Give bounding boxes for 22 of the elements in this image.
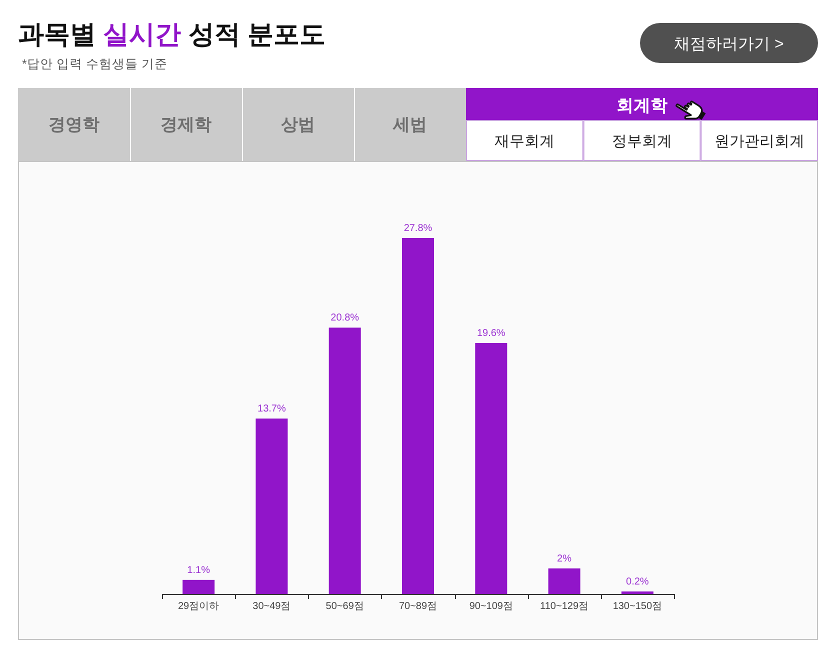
- x-tick-label: 110~129점: [540, 601, 589, 612]
- tab: 경제학: [130, 88, 242, 162]
- chart-title: 과목별 실시간 성적 분포도: [18, 19, 326, 49]
- data-label: 19.6%: [476, 328, 506, 340]
- tab: 상법: [242, 88, 354, 162]
- data-label: 13.7%: [258, 404, 286, 415]
- tab: 세법: [354, 88, 466, 162]
- x-tick-label: 50~69점: [326, 601, 364, 612]
- tab: 경영학: [18, 88, 130, 161]
- button: 채점하러가기 >: [640, 23, 818, 63]
- data-label: 1.1%: [187, 564, 210, 576]
- x-tick-label: 70~89점: [398, 601, 438, 612]
- x-tick-label: 90~109점: [469, 601, 513, 612]
- x-tick-label: 29점이하: [178, 601, 220, 612]
- data-label: 27.8%: [404, 223, 432, 234]
- tab: 회계학: [466, 88, 818, 120]
- data-label: 20.8%: [330, 312, 360, 324]
- x-tick-label: 130~150점: [612, 601, 662, 612]
- chart-subtitle: *답안 입력 수험생들 기준: [22, 57, 168, 71]
- data-label: 0.2%: [626, 576, 649, 588]
- x-tick-label: 30~49점: [252, 601, 291, 612]
- data-label: 2%: [557, 553, 572, 564]
